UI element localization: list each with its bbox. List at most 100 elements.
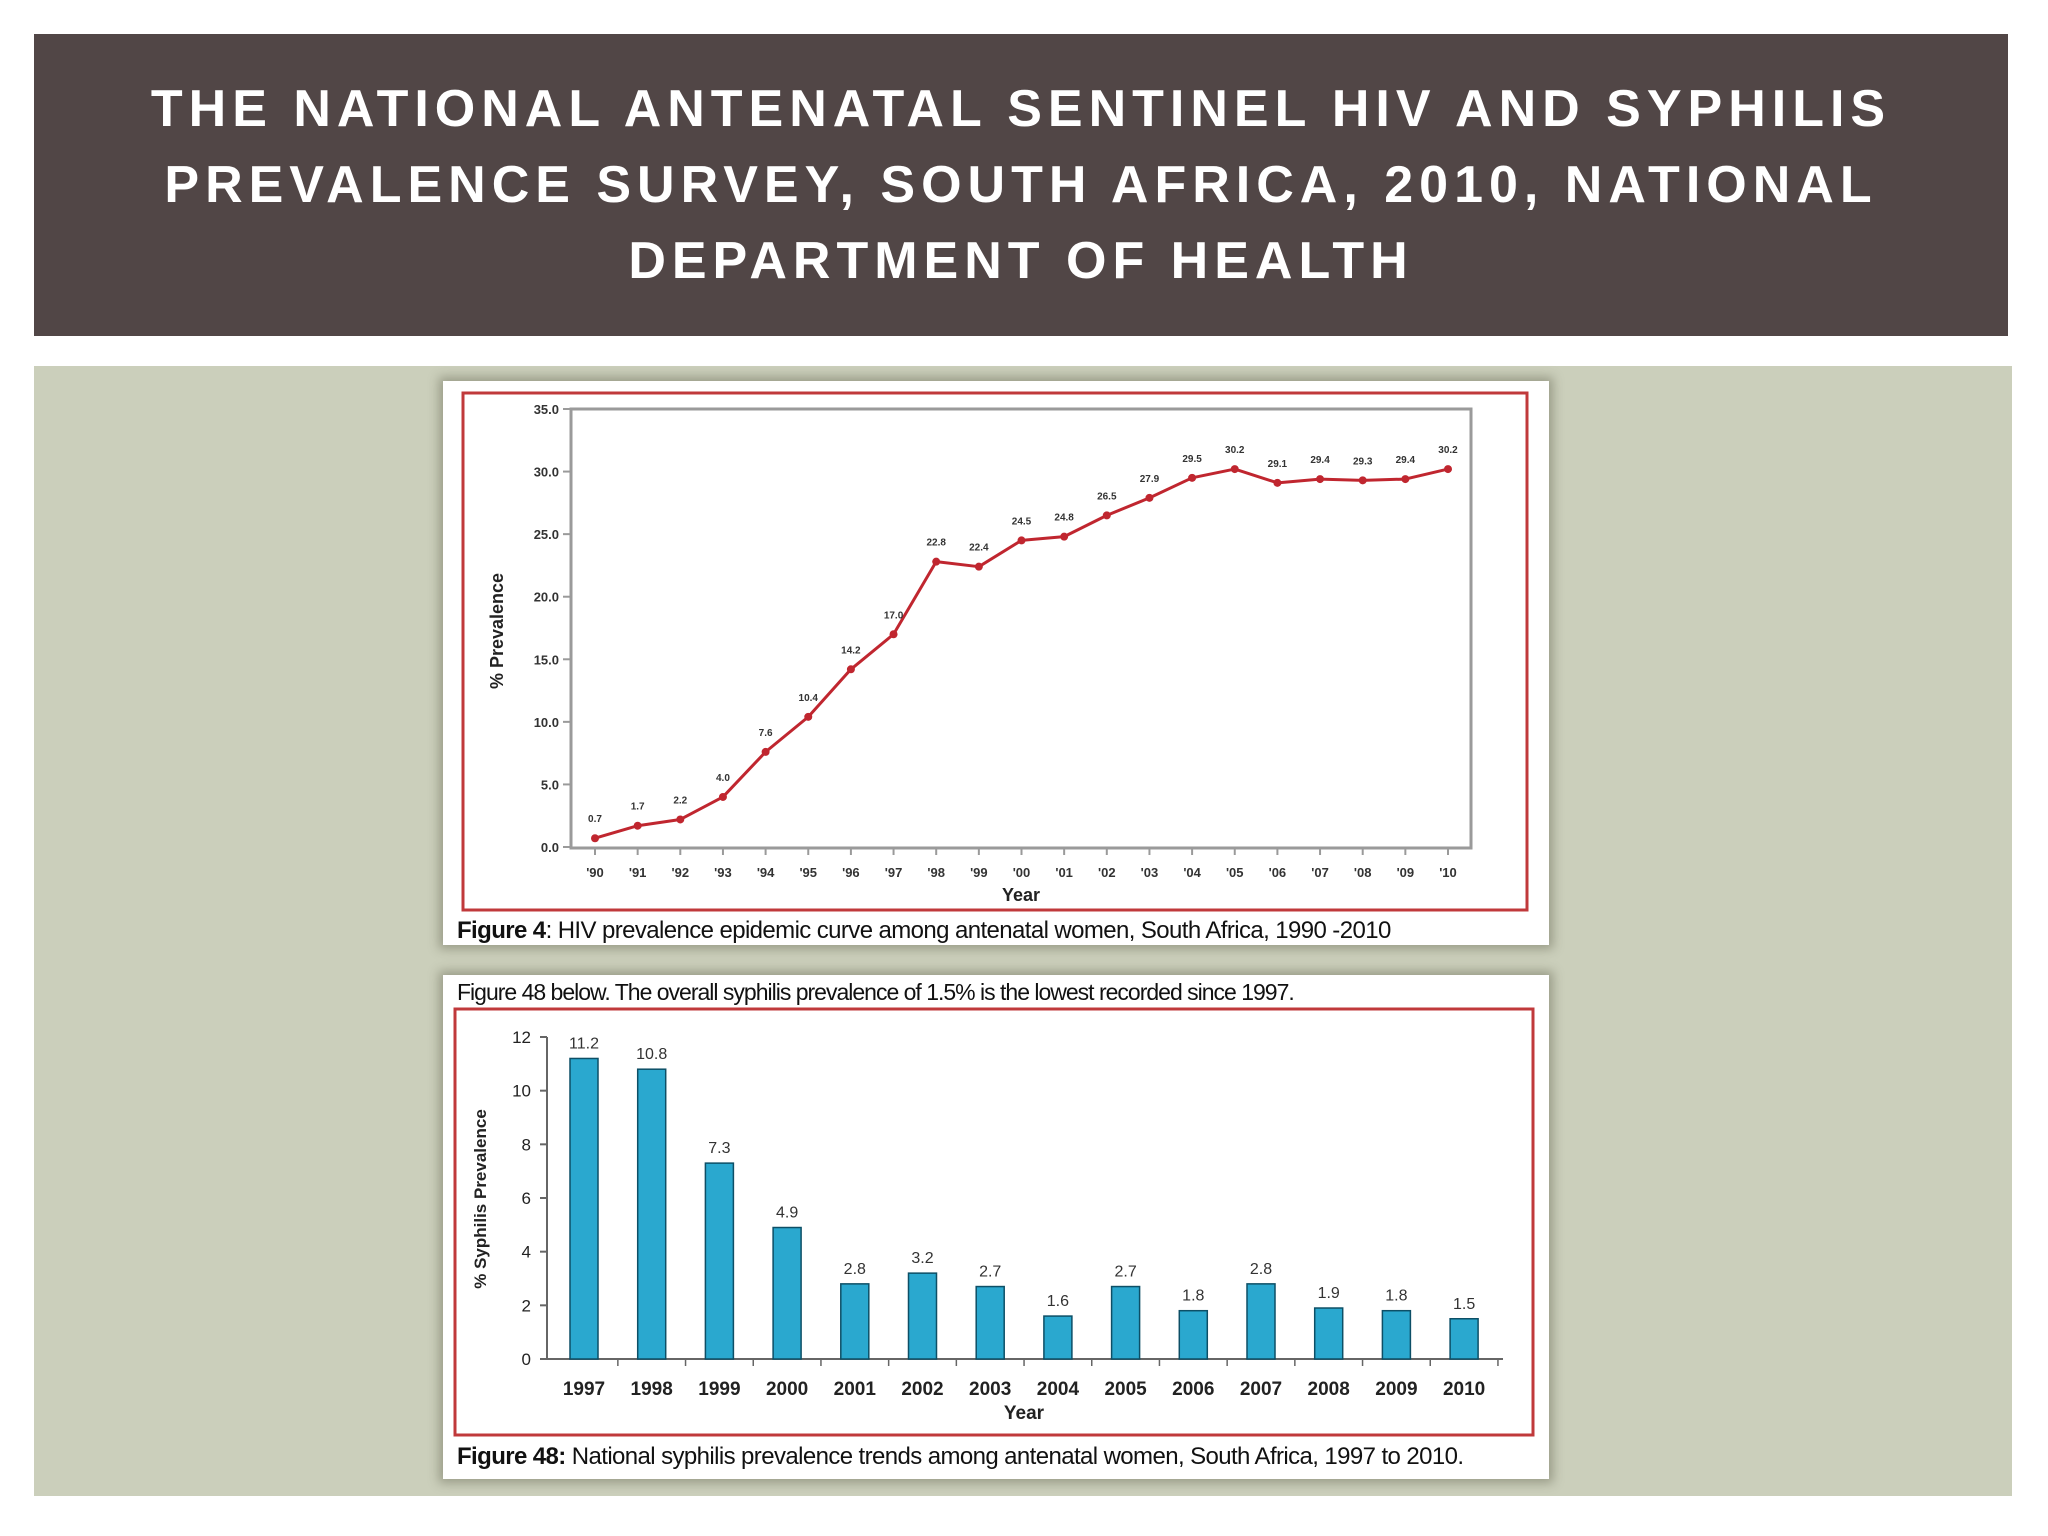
syphilis-figure-frame: [453, 1007, 1535, 1437]
title-bar: THE NATIONAL ANTENATAL SENTINEL HIV AND …: [34, 34, 2008, 336]
hiv-x-tick-label: '93: [714, 865, 732, 880]
hiv-y-tick-label: 5.0: [541, 777, 559, 792]
hiv-x-tick-label: '10: [1439, 865, 1457, 880]
hiv-data-label: 29.4: [1310, 455, 1330, 466]
syphilis-y-tick-label: 4: [522, 1243, 531, 1262]
syphilis-bar: [907, 1272, 938, 1360]
syphilis-x-tick-label: 2000: [766, 1379, 808, 1400]
hiv-figure-caption: Figure 4: HIV prevalence epidemic curve …: [457, 917, 1391, 945]
hiv-figure-card: 0.0 5.0 10.0 15.0 20.0 25.0 30.0 35.0 '90 '91 '92…: [443, 381, 1549, 945]
hiv-x-tick-label: '97: [885, 865, 903, 880]
hiv-data-point: [1188, 473, 1197, 482]
hiv-x-tick-label: '90: [586, 865, 604, 880]
hiv-data-point: [591, 834, 599, 843]
hiv-plot-border: [569, 407, 1473, 850]
hiv-y-tick-label: 25.0: [534, 527, 559, 542]
hiv-x-tick-label: '04: [1183, 865, 1201, 880]
hiv-data-point: [1316, 475, 1325, 484]
hiv-data-point: [761, 747, 770, 756]
syphilis-data-label: 10.8: [636, 1046, 667, 1063]
syphilis-bar: [636, 1068, 667, 1360]
syphilis-x-tick-label: 2008: [1308, 1379, 1350, 1400]
hiv-caption-label: Figure 4: [457, 917, 546, 944]
syphilis-data-label: 1.8: [1385, 1288, 1407, 1305]
syphilis-x-tick-label: 1998: [631, 1379, 673, 1400]
hiv-data-label: 22.8: [926, 538, 946, 549]
hiv-data-point: [846, 665, 855, 674]
syphilis-x-axis-title: Year: [1004, 1403, 1045, 1424]
syphilis-data-label: 1.8: [1182, 1288, 1204, 1305]
hiv-data-point: [1102, 511, 1111, 520]
syphilis-bar: [1246, 1283, 1276, 1360]
hiv-data-point: [718, 792, 727, 801]
hiv-x-tick-label: '03: [1141, 865, 1159, 880]
syphilis-bar: [1043, 1315, 1073, 1360]
hiv-data-label: 27.9: [1140, 474, 1160, 485]
hiv-data-label: 2.2: [673, 795, 687, 806]
syphilis-x-tick-label: 2009: [1375, 1379, 1417, 1400]
hiv-y-tick-label: 35.0: [534, 402, 559, 417]
page-title: THE NATIONAL ANTENATAL SENTINEL HIV AND …: [150, 80, 1892, 290]
syphilis-bar: [704, 1162, 735, 1360]
syphilis-x-tick-label: 2007: [1240, 1379, 1282, 1400]
syphilis-y-tick-label: 10: [512, 1082, 531, 1101]
hiv-y-axis-title: % Prevalence: [487, 573, 507, 689]
hiv-y-tick-label: 10.0: [534, 715, 559, 730]
syphilis-x-tick-label: 2004: [1037, 1379, 1080, 1400]
hiv-data-point: [804, 712, 813, 721]
syphilis-data-label: 2.7: [979, 1264, 1001, 1281]
hiv-data-label: 0.7: [588, 814, 602, 825]
syphilis-intro-text: Figure 48 below. The overall syphilis pr…: [457, 979, 1295, 1005]
syphilis-data-label: 7.3: [708, 1140, 730, 1157]
hiv-x-tick-label: '95: [799, 865, 817, 880]
hiv-data-point: [676, 815, 685, 824]
syphilis-data-label: 1.5: [1453, 1296, 1475, 1313]
hiv-data-point: [1273, 478, 1282, 487]
syphilis-data-label: 11.2: [569, 1035, 599, 1052]
syphilis-caption-text: National syphilis prevalence trends amon…: [565, 1443, 1464, 1470]
syphilis-x-tick-label: 1997: [563, 1379, 605, 1400]
syphilis-y-tick-label: 2: [522, 1296, 531, 1315]
syphilis-bar: [1178, 1309, 1209, 1360]
hiv-x-tick-label: '94: [757, 865, 775, 880]
hiv-x-tick-label: '05: [1226, 865, 1244, 880]
hiv-caption-text: : HIV prevalence epidemic curve among an…: [545, 917, 1392, 944]
hiv-data-label: 29.1: [1268, 459, 1288, 470]
hiv-x-tick-label: '92: [672, 865, 690, 880]
hiv-data-label: 4.0: [716, 773, 730, 784]
syphilis-x-tick-label: 2002: [901, 1379, 943, 1400]
hiv-data-label: 30.2: [1225, 445, 1245, 456]
hiv-x-tick-label: '09: [1397, 865, 1415, 880]
hiv-prevalence-chart: 0.0 5.0 10.0 15.0 20.0 25.0 30.0 35.0 '90 '91 '92…: [461, 391, 1529, 912]
hiv-data-label: 10.4: [799, 693, 819, 704]
hiv-data-label: 24.8: [1054, 513, 1074, 524]
hiv-x-tick-label: '02: [1098, 865, 1116, 880]
syphilis-y-tick-label: 6: [522, 1189, 531, 1208]
hiv-data-label: 22.4: [969, 543, 989, 554]
syphilis-bar: [975, 1285, 1005, 1360]
hiv-x-tick-label: '06: [1269, 865, 1287, 880]
hiv-data-point: [1017, 536, 1026, 545]
hiv-x-tick-label: '99: [970, 865, 988, 880]
syphilis-bar: [569, 1057, 599, 1360]
syphilis-bar: [1313, 1307, 1344, 1360]
hiv-data-point: [1230, 465, 1239, 474]
hiv-data-point: [1358, 476, 1367, 485]
syphilis-x-tick-label: 2010: [1443, 1379, 1485, 1400]
syphilis-bar: [1449, 1318, 1479, 1360]
hiv-data-point: [889, 630, 898, 639]
hiv-x-tick-label: '96: [842, 865, 860, 880]
syphilis-x-tick-label: 1999: [698, 1379, 740, 1400]
syphilis-data-label: 4.9: [776, 1205, 798, 1222]
syphilis-caption-label: Figure 48:: [457, 1443, 566, 1470]
hiv-x-tick-label: '01: [1055, 865, 1073, 880]
hiv-data-label: 29.5: [1182, 454, 1202, 465]
syphilis-y-tick-label: 0: [522, 1350, 531, 1369]
hiv-y-tick-label: 20.0: [534, 590, 559, 605]
syphilis-x-tick-label: 2003: [969, 1379, 1011, 1400]
hiv-data-point: [1060, 532, 1069, 541]
syphilis-data-label: 2.8: [844, 1261, 866, 1278]
hiv-x-tick-label: '00: [1013, 865, 1031, 880]
syphilis-data-label: 3.2: [911, 1250, 933, 1267]
hiv-data-label: 24.5: [1012, 516, 1032, 527]
